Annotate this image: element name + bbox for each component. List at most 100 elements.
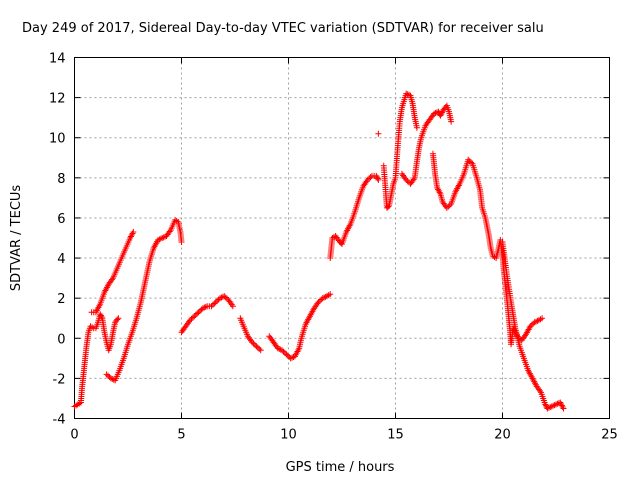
data-point (212, 299, 219, 306)
data-point (107, 375, 114, 382)
y-tick-label: 6 (57, 212, 65, 227)
y-tick-labels: -4 -2 0 2 4 6 8 10 12 14 (49, 52, 66, 428)
y-tick-label: 10 (49, 132, 66, 147)
data-point (251, 341, 258, 348)
data-point (327, 291, 334, 298)
data-point (545, 404, 552, 411)
data-point (219, 293, 226, 300)
data-point (284, 352, 291, 359)
data-point (154, 237, 161, 244)
y-tick-label: 4 (57, 252, 65, 267)
data-point (466, 158, 473, 165)
data-point (115, 315, 122, 322)
data-point (385, 203, 392, 210)
x-tick-label: 25 (601, 428, 618, 443)
data-point (208, 303, 215, 310)
data-point (222, 294, 229, 301)
data-point (533, 318, 540, 325)
data-point (548, 403, 555, 410)
data-point (188, 315, 195, 322)
data-point (274, 345, 281, 352)
x-tick-label: 5 (177, 428, 185, 443)
data-point (97, 311, 104, 318)
y-tick-label: 14 (49, 52, 66, 67)
x-tick-label: 15 (387, 428, 404, 443)
y-tick-label: 12 (49, 92, 66, 107)
data-point (256, 345, 263, 352)
x-axis-label: GPS time / hours (286, 460, 395, 475)
data-point (465, 156, 472, 163)
data-point (374, 175, 381, 182)
data-point (373, 174, 380, 181)
data-point (287, 355, 294, 362)
data-point (189, 314, 196, 321)
data-point (249, 339, 256, 346)
data-point (214, 297, 221, 304)
data-point (197, 307, 204, 314)
data-point (448, 118, 455, 125)
data-point (199, 305, 206, 312)
data-points (71, 90, 567, 412)
data-point (221, 293, 228, 300)
data-point (528, 321, 535, 328)
data-point (534, 317, 541, 324)
data-point (375, 176, 382, 183)
data-point (187, 317, 194, 324)
data-point (217, 295, 224, 302)
data-point (202, 303, 209, 310)
data-point (289, 354, 296, 361)
data-point (403, 176, 410, 183)
data-point (194, 310, 201, 317)
data-point (156, 236, 163, 243)
y-tick-label: -4 (53, 413, 66, 428)
data-point (280, 348, 287, 355)
tick-marks (74, 57, 610, 419)
data-point (283, 351, 290, 358)
data-point (157, 235, 164, 242)
data-point (435, 108, 442, 115)
y-axis-label: SDTVAR / TECUs (9, 185, 24, 292)
data-point (201, 304, 208, 311)
data-point (109, 376, 116, 383)
chart-title: Day 249 of 2017, Sidereal Day-to-day VTE… (22, 21, 544, 36)
x-tick-label: 10 (280, 428, 297, 443)
y-tick-label: -2 (53, 372, 66, 387)
data-point (250, 340, 257, 347)
data-point (367, 174, 374, 181)
data-point (229, 303, 236, 310)
data-point (316, 297, 323, 304)
data-point (191, 313, 198, 320)
data-point (375, 130, 382, 137)
data-point (364, 176, 371, 183)
data-point (105, 372, 112, 379)
x-tick-label: 0 (70, 428, 78, 443)
x-tick-label: 20 (494, 428, 511, 443)
data-point (527, 323, 534, 330)
data-point (547, 404, 554, 411)
data-point (257, 347, 264, 354)
data-point (195, 309, 202, 316)
plot-frame (74, 57, 610, 419)
data-point (539, 315, 546, 322)
data-point (114, 316, 121, 323)
data-point (544, 405, 551, 412)
data-point (209, 301, 216, 308)
data-point (159, 235, 166, 241)
data-point (160, 234, 167, 241)
data-point (279, 347, 286, 354)
data-point (276, 345, 283, 352)
data-point (211, 300, 218, 307)
data-point (413, 124, 420, 131)
data-point (560, 405, 567, 412)
data-point (253, 343, 260, 350)
y-tick-label: 0 (57, 332, 65, 347)
x-tick-labels: 0 5 10 15 20 25 (70, 428, 617, 443)
data-point (550, 402, 557, 409)
data-point (468, 159, 475, 166)
data-point (403, 90, 410, 97)
data-point (542, 401, 549, 408)
data-point (373, 172, 380, 179)
data-point (443, 204, 450, 211)
data-point (531, 319, 538, 326)
